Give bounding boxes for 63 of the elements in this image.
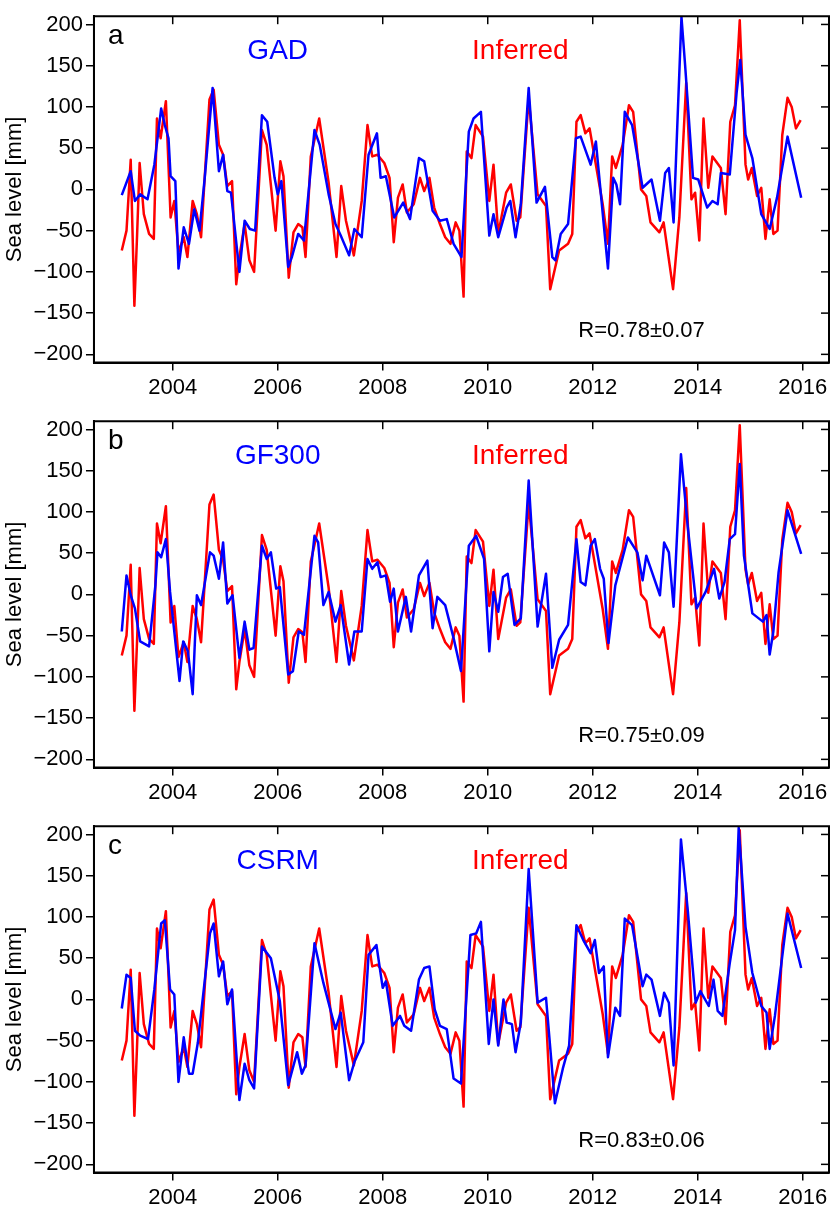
y-tick-label: 200 <box>46 820 83 846</box>
annotation: R=0.78±0.07 <box>578 316 705 342</box>
y-tick-label: −50 <box>45 216 83 242</box>
x-tick-label: 2010 <box>463 1183 513 1209</box>
y-tick-label: −200 <box>33 340 83 366</box>
y-tick-label: 200 <box>46 10 83 36</box>
series-label: Inferred <box>472 843 569 875</box>
y-tick-label: 150 <box>46 51 83 77</box>
x-tick-label: 2008 <box>358 1183 408 1209</box>
x-tick-label: 2016 <box>778 1183 828 1209</box>
y-tick-label: 100 <box>46 92 83 118</box>
y-axis-title: Sea level [mm] <box>1 926 27 1073</box>
y-tick-label: 50 <box>58 539 83 565</box>
x-tick-label: 2014 <box>673 778 723 804</box>
y-tick-label: −50 <box>45 1026 83 1052</box>
x-tick-label: 2012 <box>568 778 618 804</box>
y-tick-label: 50 <box>58 134 83 160</box>
y-tick-label: 150 <box>46 861 83 887</box>
chart-title: b <box>107 423 124 455</box>
series-label: Inferred <box>472 438 569 470</box>
y-tick-label: −200 <box>33 745 83 771</box>
y-tick-label: −200 <box>33 1150 83 1176</box>
chart-title: a <box>107 18 124 50</box>
x-tick-label: 2008 <box>358 778 408 804</box>
y-axis-title: Sea level [mm] <box>1 116 27 263</box>
x-tick-label: 2012 <box>568 373 618 399</box>
y-tick-label: −150 <box>33 1109 83 1135</box>
x-tick-label: 2006 <box>253 373 303 399</box>
x-tick-label: 2016 <box>778 373 828 399</box>
x-tick-label: 2008 <box>358 373 408 399</box>
x-tick-label: 2006 <box>253 1183 303 1209</box>
x-tick-label: 2014 <box>673 373 723 399</box>
y-tick-label: 0 <box>70 580 83 606</box>
x-tick-label: 2010 <box>463 373 513 399</box>
y-tick-label: 0 <box>70 175 83 201</box>
x-tick-label: 2014 <box>673 1183 723 1209</box>
x-tick-label: 2016 <box>778 778 828 804</box>
y-axis-title: Sea level [mm] <box>1 521 27 668</box>
x-tick-label: 2004 <box>148 1183 198 1209</box>
y-tick-label: −100 <box>33 1067 83 1093</box>
series-label: CSRM <box>236 843 319 875</box>
y-tick-label: 100 <box>46 902 83 928</box>
x-tick-label: 2006 <box>253 778 303 804</box>
y-tick-label: −50 <box>45 621 83 647</box>
y-tick-label: 50 <box>58 944 83 970</box>
series-label: GAD <box>247 33 309 65</box>
y-tick-label: 0 <box>70 985 83 1011</box>
series-label: Inferred <box>472 33 569 65</box>
x-tick-label: 2004 <box>148 778 198 804</box>
y-tick-label: −150 <box>33 299 83 325</box>
x-tick-label: 2012 <box>568 1183 618 1209</box>
text: GF300 <box>234 438 321 470</box>
annotation: R=0.75±0.09 <box>578 721 705 747</box>
y-tick-label: 150 <box>46 456 83 482</box>
x-tick-label: 2004 <box>148 373 198 399</box>
y-tick-label: −100 <box>33 257 83 283</box>
x-tick-label: 2010 <box>463 778 513 804</box>
y-tick-label: −150 <box>33 704 83 730</box>
chart-title: c <box>107 828 122 860</box>
y-tick-label: −100 <box>33 662 83 688</box>
y-tick-label: 200 <box>46 415 83 441</box>
annotation: R=0.83±0.06 <box>578 1126 705 1152</box>
y-tick-label: 100 <box>46 497 83 523</box>
